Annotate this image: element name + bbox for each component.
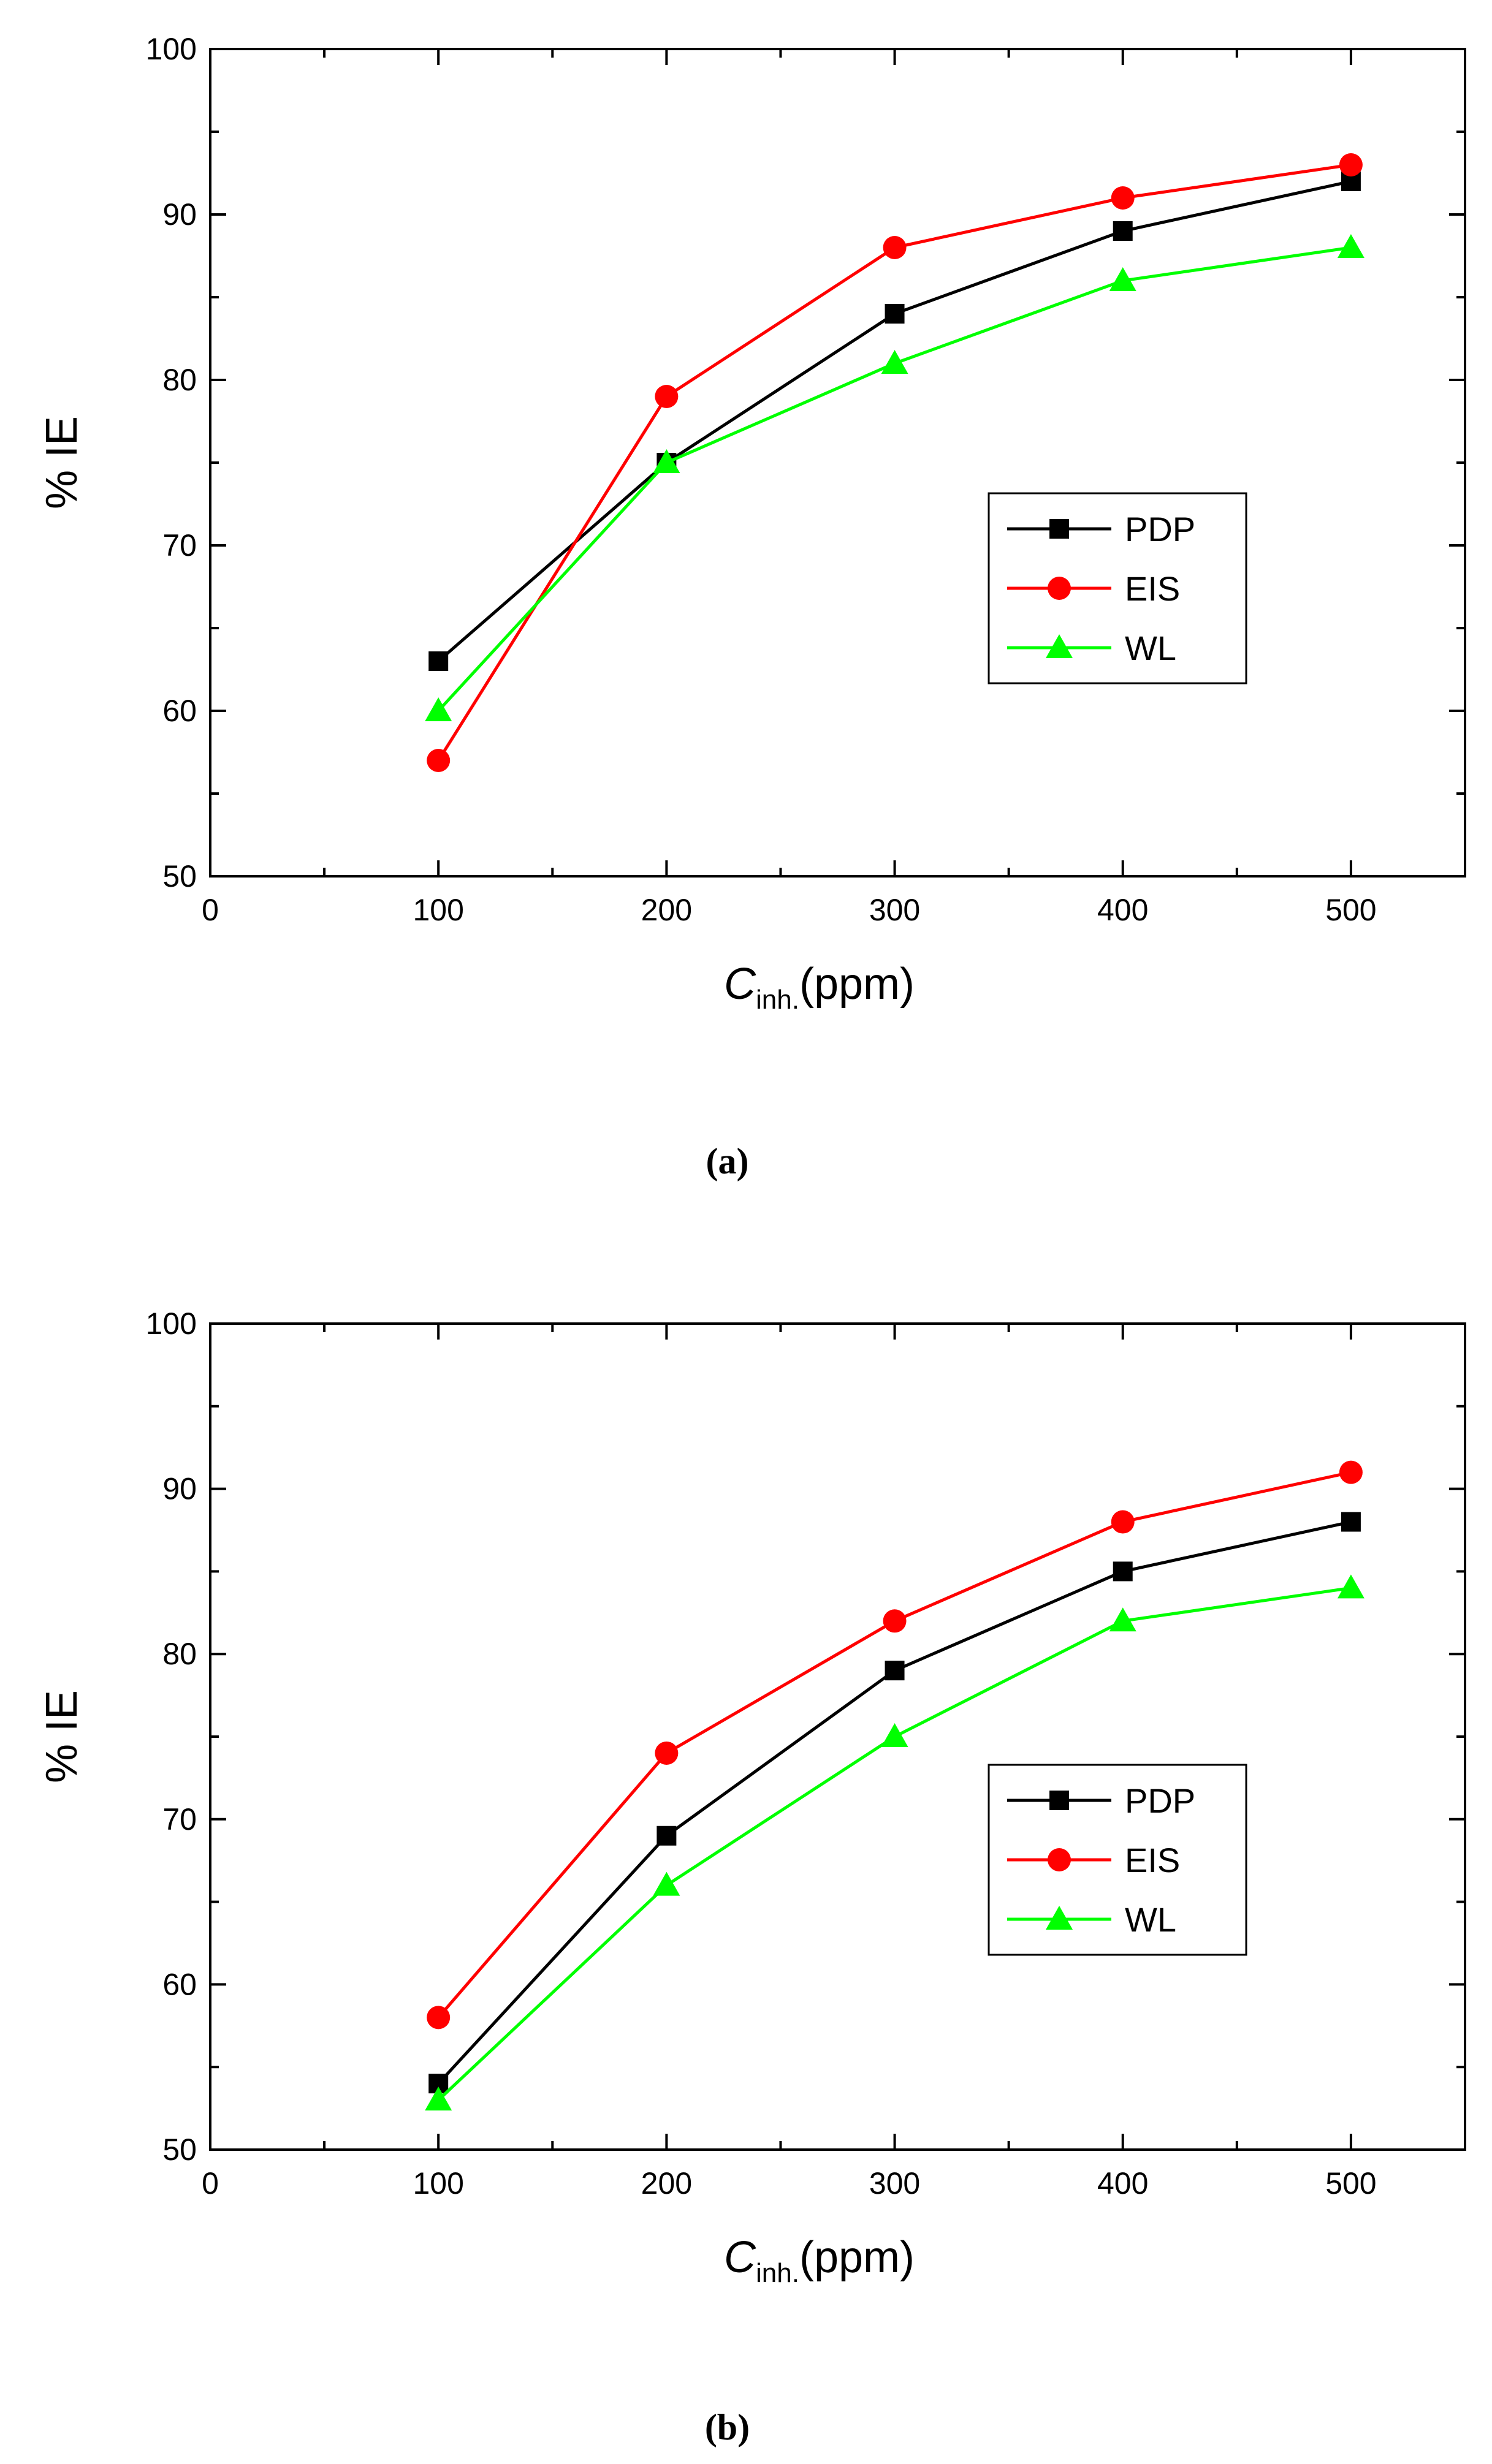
legend-marker-eis bbox=[1048, 577, 1071, 600]
legend-label-eis: EIS bbox=[1125, 569, 1180, 608]
chart-panel-a: 0 100 200 300 400 500 50 60 70 80 90 100 % IE Cinh.(p… bbox=[37, 32, 1466, 1181]
x-tick-label: 0 bbox=[202, 2166, 219, 2201]
data-point-eis bbox=[427, 2006, 451, 2030]
y-tick-label: 50 bbox=[162, 2132, 197, 2167]
data-point-wl bbox=[881, 350, 908, 374]
legend-label-eis: EIS bbox=[1125, 1841, 1180, 1879]
data-point-eis bbox=[883, 1609, 907, 1633]
y-axis-label: % IE bbox=[37, 1690, 86, 1783]
panel-label: (b) bbox=[705, 2407, 750, 2447]
legend-marker-wl bbox=[1046, 634, 1073, 658]
x-tick-label: 300 bbox=[869, 2166, 920, 2201]
data-point-wl bbox=[881, 1723, 908, 1747]
chart-panel-b: 0 100 200 300 400 500 50 60 70 80 90 100 % IE Cinh.(p… bbox=[37, 1306, 1466, 2447]
data-point-wl bbox=[1337, 1574, 1364, 1599]
legend-marker-pdp bbox=[1049, 519, 1069, 539]
data-point-pdp bbox=[428, 651, 449, 671]
y-axis-label: % IE bbox=[37, 416, 86, 509]
data-point-wl bbox=[653, 449, 680, 473]
series-wl bbox=[425, 234, 1364, 721]
data-point-pdp bbox=[885, 1661, 905, 1681]
data-point-wl bbox=[425, 697, 452, 721]
x-tick-label: 200 bbox=[641, 2166, 692, 2201]
legend: PDP EIS WL bbox=[988, 492, 1247, 684]
y-tick-label: 50 bbox=[162, 859, 197, 893]
legend-label-wl: WL bbox=[1125, 629, 1176, 667]
data-point-pdp bbox=[1341, 1512, 1361, 1532]
legend-label-pdp: PDP bbox=[1125, 510, 1195, 548]
data-point-eis bbox=[427, 749, 451, 772]
data-point-eis bbox=[883, 236, 907, 259]
x-tick-label: 100 bbox=[413, 2166, 463, 2201]
legend: PDP EIS WL bbox=[988, 1764, 1247, 1956]
x-tick-label: 500 bbox=[1325, 2166, 1376, 2201]
y-tick-label: 100 bbox=[146, 1306, 197, 1341]
x-tick-label: 100 bbox=[413, 893, 463, 927]
legend-label-pdp: PDP bbox=[1125, 1781, 1195, 1820]
data-point-eis bbox=[655, 385, 679, 408]
series-eis bbox=[427, 1460, 1363, 2030]
y-tick-label: 80 bbox=[162, 363, 197, 397]
data-point-eis bbox=[1111, 186, 1135, 210]
data-point-pdp bbox=[885, 304, 905, 324]
x-tick-label: 200 bbox=[641, 893, 692, 927]
legend-marker-pdp bbox=[1049, 1791, 1069, 1810]
series-eis bbox=[427, 153, 1363, 772]
data-point-wl bbox=[1337, 234, 1364, 258]
data-point-pdp bbox=[657, 1825, 677, 1846]
data-point-wl bbox=[653, 1871, 680, 1896]
y-tick-label: 100 bbox=[146, 32, 197, 66]
data-point-eis bbox=[1339, 1460, 1363, 1484]
y-tick-label: 90 bbox=[162, 1472, 197, 1506]
data-point-wl bbox=[425, 2087, 452, 2111]
x-tick-label: 500 bbox=[1325, 893, 1376, 927]
panel-label: (a) bbox=[706, 1141, 749, 1181]
y-tick-label: 70 bbox=[162, 1802, 197, 1837]
x-tick-label: 400 bbox=[1097, 893, 1148, 927]
data-point-eis bbox=[655, 1741, 679, 1765]
series-wl bbox=[425, 1574, 1364, 2111]
data-point-pdp bbox=[1113, 221, 1133, 241]
y-tick-label: 70 bbox=[162, 528, 197, 563]
data-point-wl bbox=[1109, 267, 1136, 291]
data-point-wl bbox=[1109, 1607, 1136, 1632]
y-tick-label: 60 bbox=[162, 1967, 197, 2001]
y-tick-label: 90 bbox=[162, 197, 197, 232]
y-tick-label: 80 bbox=[162, 1637, 197, 1671]
x-axis-label: Cinh.(ppm) bbox=[724, 2233, 915, 2288]
x-tick-label: 300 bbox=[869, 893, 920, 927]
data-point-eis bbox=[1339, 153, 1363, 176]
legend-marker-wl bbox=[1046, 1906, 1073, 1930]
x-tick-label: 0 bbox=[202, 893, 219, 927]
data-point-pdp bbox=[1113, 1561, 1133, 1582]
x-tick-label: 400 bbox=[1097, 2166, 1148, 2201]
legend-marker-eis bbox=[1048, 1848, 1071, 1871]
data-point-eis bbox=[1111, 1510, 1135, 1534]
y-tick-label: 60 bbox=[162, 694, 197, 728]
x-axis-label: Cinh.(ppm) bbox=[724, 960, 915, 1015]
legend-label-wl: WL bbox=[1125, 1900, 1176, 1939]
